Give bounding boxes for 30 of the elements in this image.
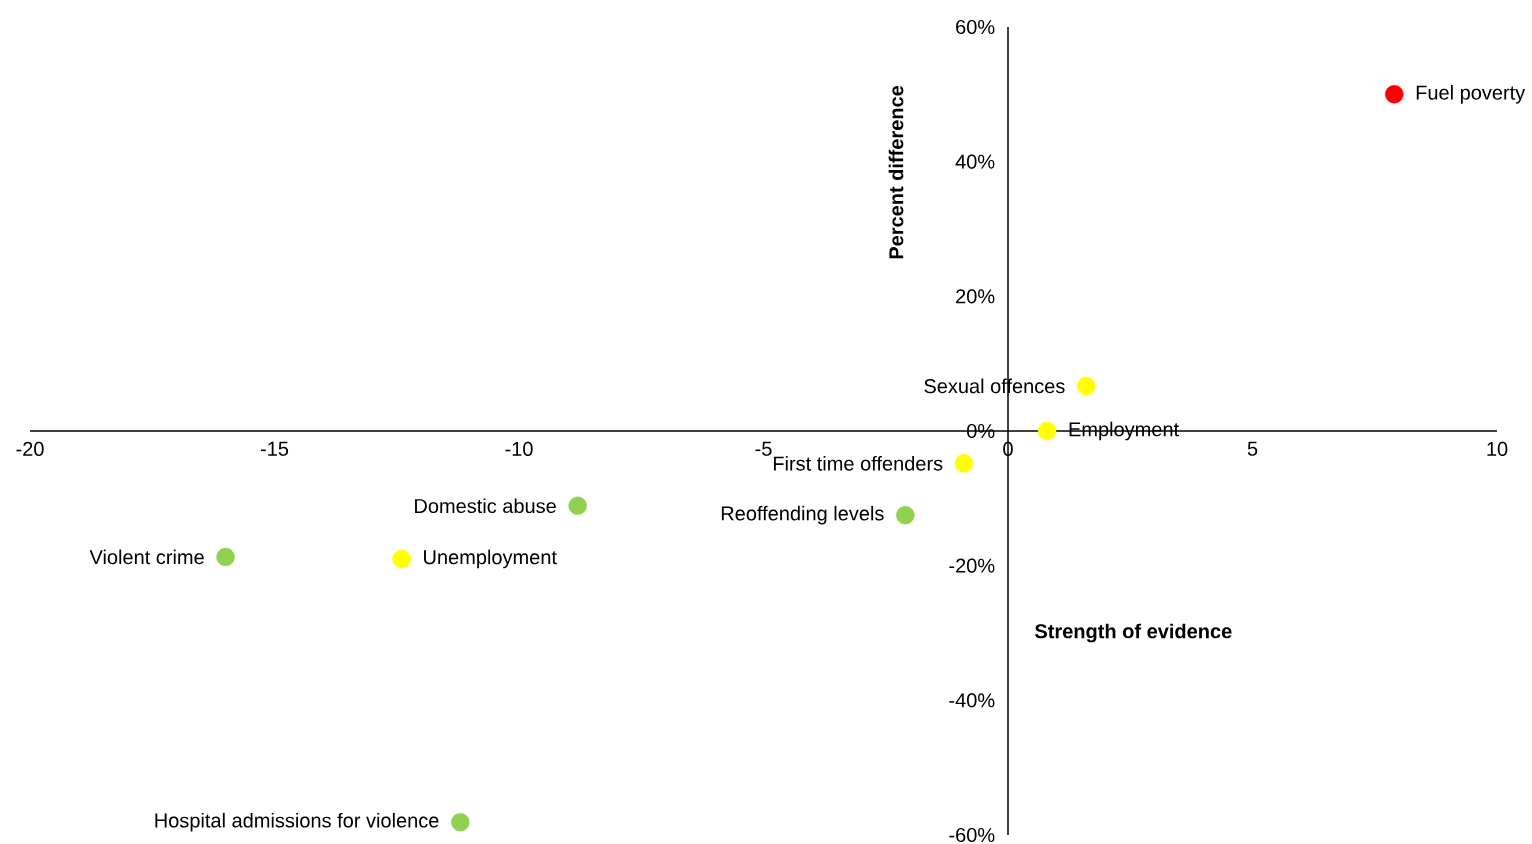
point (896, 505, 915, 525)
y-tick-label: -20% (949, 558, 995, 573)
point (1385, 85, 1404, 104)
x-axis-title: Strength of evidence (1035, 623, 1232, 643)
point (451, 813, 470, 832)
point (568, 496, 587, 515)
point (1037, 421, 1057, 441)
annotation: Domestic abuse (415, 498, 556, 514)
x-tick-label: -10 (505, 441, 533, 457)
x-tick-label: -15 (260, 441, 289, 456)
point (1077, 376, 1096, 396)
annotation: Violent crime (89, 549, 204, 565)
x-tick-label: 5 (1247, 441, 1258, 456)
annotation: Unemployment (424, 549, 557, 569)
annotation: First time offenders (773, 455, 943, 471)
point (392, 549, 411, 569)
y-tick-label: -60% (949, 827, 995, 843)
point (954, 454, 974, 473)
y-tick-label: 20% (956, 289, 995, 304)
y-axis-title: Percent difference (888, 85, 904, 259)
point (216, 547, 235, 567)
x-tick-label: -5 (755, 441, 772, 456)
y-tick-label: 60% (956, 19, 995, 35)
y-tick-label: -40% (949, 693, 995, 708)
annotation: Reoffending levels (721, 505, 884, 525)
annotation: Hospital admissions for violence (155, 812, 439, 832)
x-tick-label: -20 (16, 441, 44, 457)
x-tick-label: 10 (1487, 441, 1508, 457)
annotation: Fuel poverty (1416, 85, 1526, 104)
y-tick-label: 40% (955, 154, 995, 169)
